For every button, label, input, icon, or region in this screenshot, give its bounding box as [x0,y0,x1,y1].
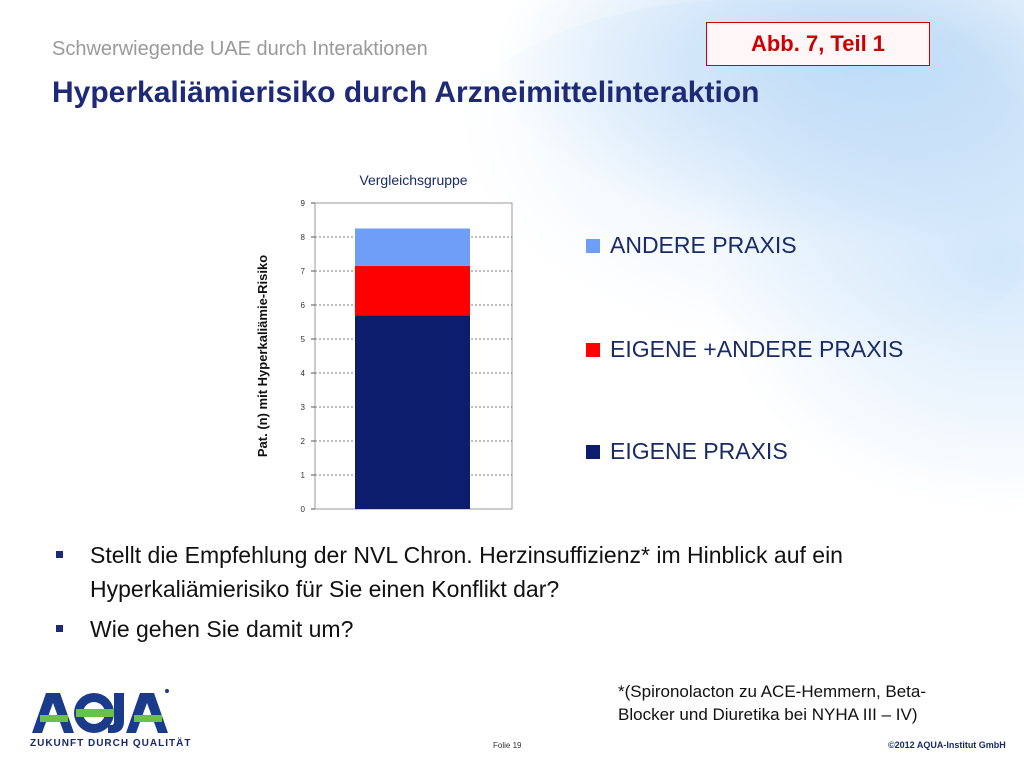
copyright: ©2012 AQUA-Institut GmbH [888,740,1006,750]
y-tick-label: 6 [301,301,306,310]
bar-segment [355,265,470,316]
y-tick-label: 8 [301,233,306,242]
y-tick-label: 0 [301,505,306,514]
slide-number: Folie 19 [493,741,522,750]
figure-badge: Abb. 7, Teil 1 [706,22,930,66]
legend-label: EIGENE +ANDERE PRAXIS [610,336,904,362]
y-tick-label: 9 [301,199,306,208]
slide-subtitle: Schwerwiegende UAE durch Interaktionen [52,38,428,60]
legend-swatch [586,445,600,459]
slide-title: Hyperkaliämierisiko durch Arzneimittelin… [52,76,760,109]
bar-segment [355,228,470,266]
y-tick-label: 7 [301,267,306,276]
bullet-item: Wie gehen Sie damit um? [52,612,972,646]
legend-label: ANDERE PRAXIS [610,232,797,258]
legend-swatch [586,343,600,357]
legend-label: EIGENE PRAXIS [610,438,788,464]
footnote: *(Spironolacton zu ACE-Hemmern, Beta-Blo… [618,682,927,724]
y-tick-label: 1 [301,471,306,480]
y-axis-label: Pat. (n) mit Hyperkaliämie-Risiko [255,255,270,457]
legend-swatch [586,239,600,253]
bullet-item: Stellt die Empfehlung der NVL Chron. Her… [52,538,972,606]
logo-tagline: ZUKUNFT DURCH QUALITÄT [30,738,192,749]
bullet-list: Stellt die Empfehlung der NVL Chron. Her… [52,538,972,652]
aqua-logo [32,689,169,733]
bar-segment [355,315,470,509]
stacked-bar-chart: 0 1 2 3 4 5 6 7 8 9 Vergleichsgruppe Pat. (n) mit H… [255,172,513,514]
y-tick-label: 4 [301,369,306,378]
y-tick-label: 2 [301,437,306,446]
chart-title: Vergleichsgruppe [359,172,467,188]
y-tick-label: 5 [301,335,306,344]
y-tick-label: 3 [301,403,306,412]
